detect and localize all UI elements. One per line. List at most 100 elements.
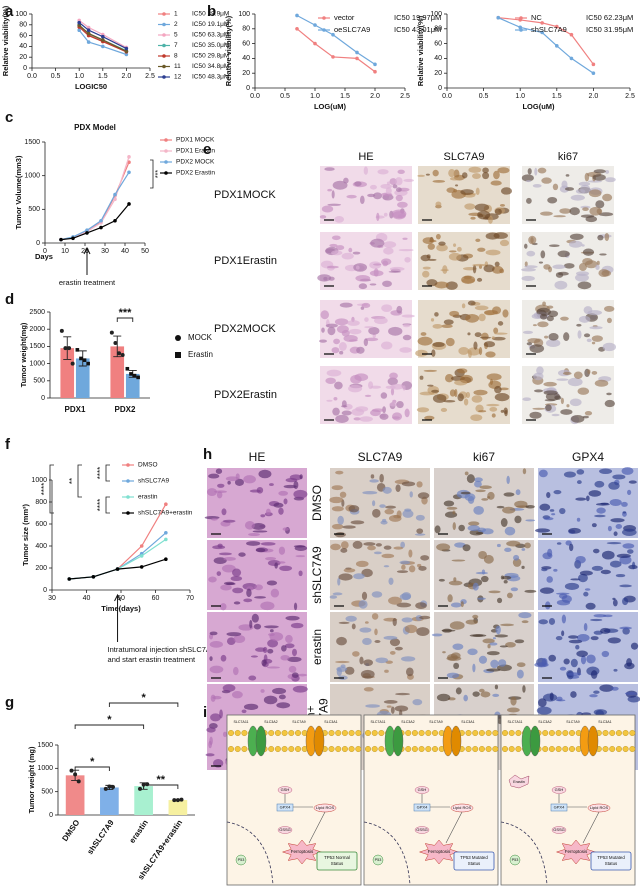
tissue-texture xyxy=(536,706,552,715)
tissue-texture xyxy=(570,691,577,698)
tissue-texture xyxy=(468,521,480,526)
tissue-texture xyxy=(467,495,475,504)
tissue-texture xyxy=(292,648,297,657)
tissue-texture xyxy=(596,208,603,215)
tissue-texture xyxy=(569,398,582,407)
tissue-texture xyxy=(321,327,325,333)
tissue-texture xyxy=(389,402,398,407)
tissue-texture xyxy=(612,474,626,480)
data-point xyxy=(103,786,108,791)
x-tick-label: erastin xyxy=(128,818,150,845)
chart-title: PDX Model xyxy=(74,123,116,132)
x-tick-label: 60 xyxy=(152,595,160,602)
tissue-texture xyxy=(337,515,344,525)
tissue-texture xyxy=(609,560,622,568)
tissue-texture xyxy=(383,700,398,704)
tissue-texture xyxy=(265,508,271,516)
x-tick-label: 0 xyxy=(43,248,47,255)
tissue-texture xyxy=(341,410,352,416)
membrane-lipid xyxy=(411,730,418,737)
tissue-texture xyxy=(364,317,369,322)
tissue-texture xyxy=(402,323,411,328)
tissue-texture xyxy=(258,469,272,479)
tissue-texture xyxy=(485,249,501,256)
tissue-texture xyxy=(521,275,535,281)
y-tick-label: 2500 xyxy=(29,309,45,316)
y-tick-label: 1500 xyxy=(29,343,45,350)
tissue-texture xyxy=(372,500,376,507)
membrane-lipid xyxy=(555,730,562,737)
tissue-texture xyxy=(336,666,348,672)
tissue-texture xyxy=(436,543,451,551)
membrane-lipid xyxy=(502,730,509,737)
membrane-lipid xyxy=(502,746,509,753)
tissue-texture xyxy=(584,172,590,182)
x-tick-label: 1.5 xyxy=(98,73,108,80)
tissue-texture xyxy=(583,591,589,597)
tissue-texture xyxy=(606,317,612,324)
tissue-texture xyxy=(538,469,548,478)
y-tick-label: 1000 xyxy=(24,173,40,180)
tissue-texture xyxy=(452,643,464,650)
legend-marker xyxy=(162,22,166,27)
tissue-texture xyxy=(432,394,447,403)
tissue-texture xyxy=(404,624,418,634)
tissue-texture xyxy=(601,650,610,658)
ferroptosis-burst xyxy=(555,839,597,865)
tissue-texture xyxy=(453,662,460,670)
tissue-texture xyxy=(359,627,372,633)
tissue-texture xyxy=(585,602,596,610)
tissue-texture xyxy=(580,205,591,209)
membrane-lipid xyxy=(405,746,412,753)
tissue-texture xyxy=(206,488,218,496)
significance-label: * xyxy=(141,692,146,704)
tissue-texture xyxy=(497,321,504,326)
legend-marker xyxy=(175,335,181,341)
tissue-texture xyxy=(514,515,522,524)
data-point xyxy=(124,46,129,51)
tissue-texture xyxy=(352,540,363,549)
legend-marker xyxy=(175,352,181,358)
tissue-texture xyxy=(494,208,502,216)
panel-label: g xyxy=(5,694,14,711)
tissue-texture xyxy=(453,169,460,178)
tissue-texture xyxy=(556,378,569,381)
tissue-texture xyxy=(537,167,547,174)
tissue-texture xyxy=(414,533,426,536)
membrane-lipid xyxy=(295,746,302,753)
column-header: HE xyxy=(358,151,373,163)
tissue-texture xyxy=(448,252,462,261)
arrow xyxy=(558,794,600,844)
tissue-texture xyxy=(353,263,368,272)
y-tick-label: 800 xyxy=(35,499,47,506)
tissue-texture xyxy=(269,483,274,487)
tissue-texture xyxy=(400,656,416,662)
tissue-texture xyxy=(546,315,554,322)
y-axis-label: Relative viability(%) xyxy=(416,15,425,86)
tissue-texture xyxy=(577,281,592,290)
tissue-texture xyxy=(396,570,409,574)
tissue-texture xyxy=(293,489,308,499)
tissue-texture xyxy=(371,591,383,598)
tissue-texture xyxy=(449,389,456,397)
y-tick-label: 500 xyxy=(33,378,45,385)
membrane-lipid xyxy=(465,746,472,753)
tissue-texture xyxy=(458,347,470,355)
tissue-texture xyxy=(445,281,458,290)
tissue-texture xyxy=(359,416,373,422)
tissue-texture xyxy=(576,517,581,522)
tissue-texture xyxy=(539,587,554,594)
tissue-texture xyxy=(584,410,593,416)
x-tick-label: 2.0 xyxy=(589,93,599,100)
status-label: Status xyxy=(468,861,481,866)
tissue-texture xyxy=(389,650,396,655)
node xyxy=(550,803,568,812)
tissue-texture xyxy=(364,394,372,398)
membrane-lipid xyxy=(227,746,234,753)
tissue-texture xyxy=(555,699,566,702)
tissue-texture xyxy=(576,480,582,485)
data-point xyxy=(77,23,81,28)
tissue-texture xyxy=(442,265,448,274)
tissue-texture xyxy=(522,468,527,475)
tissue-texture xyxy=(546,305,554,309)
